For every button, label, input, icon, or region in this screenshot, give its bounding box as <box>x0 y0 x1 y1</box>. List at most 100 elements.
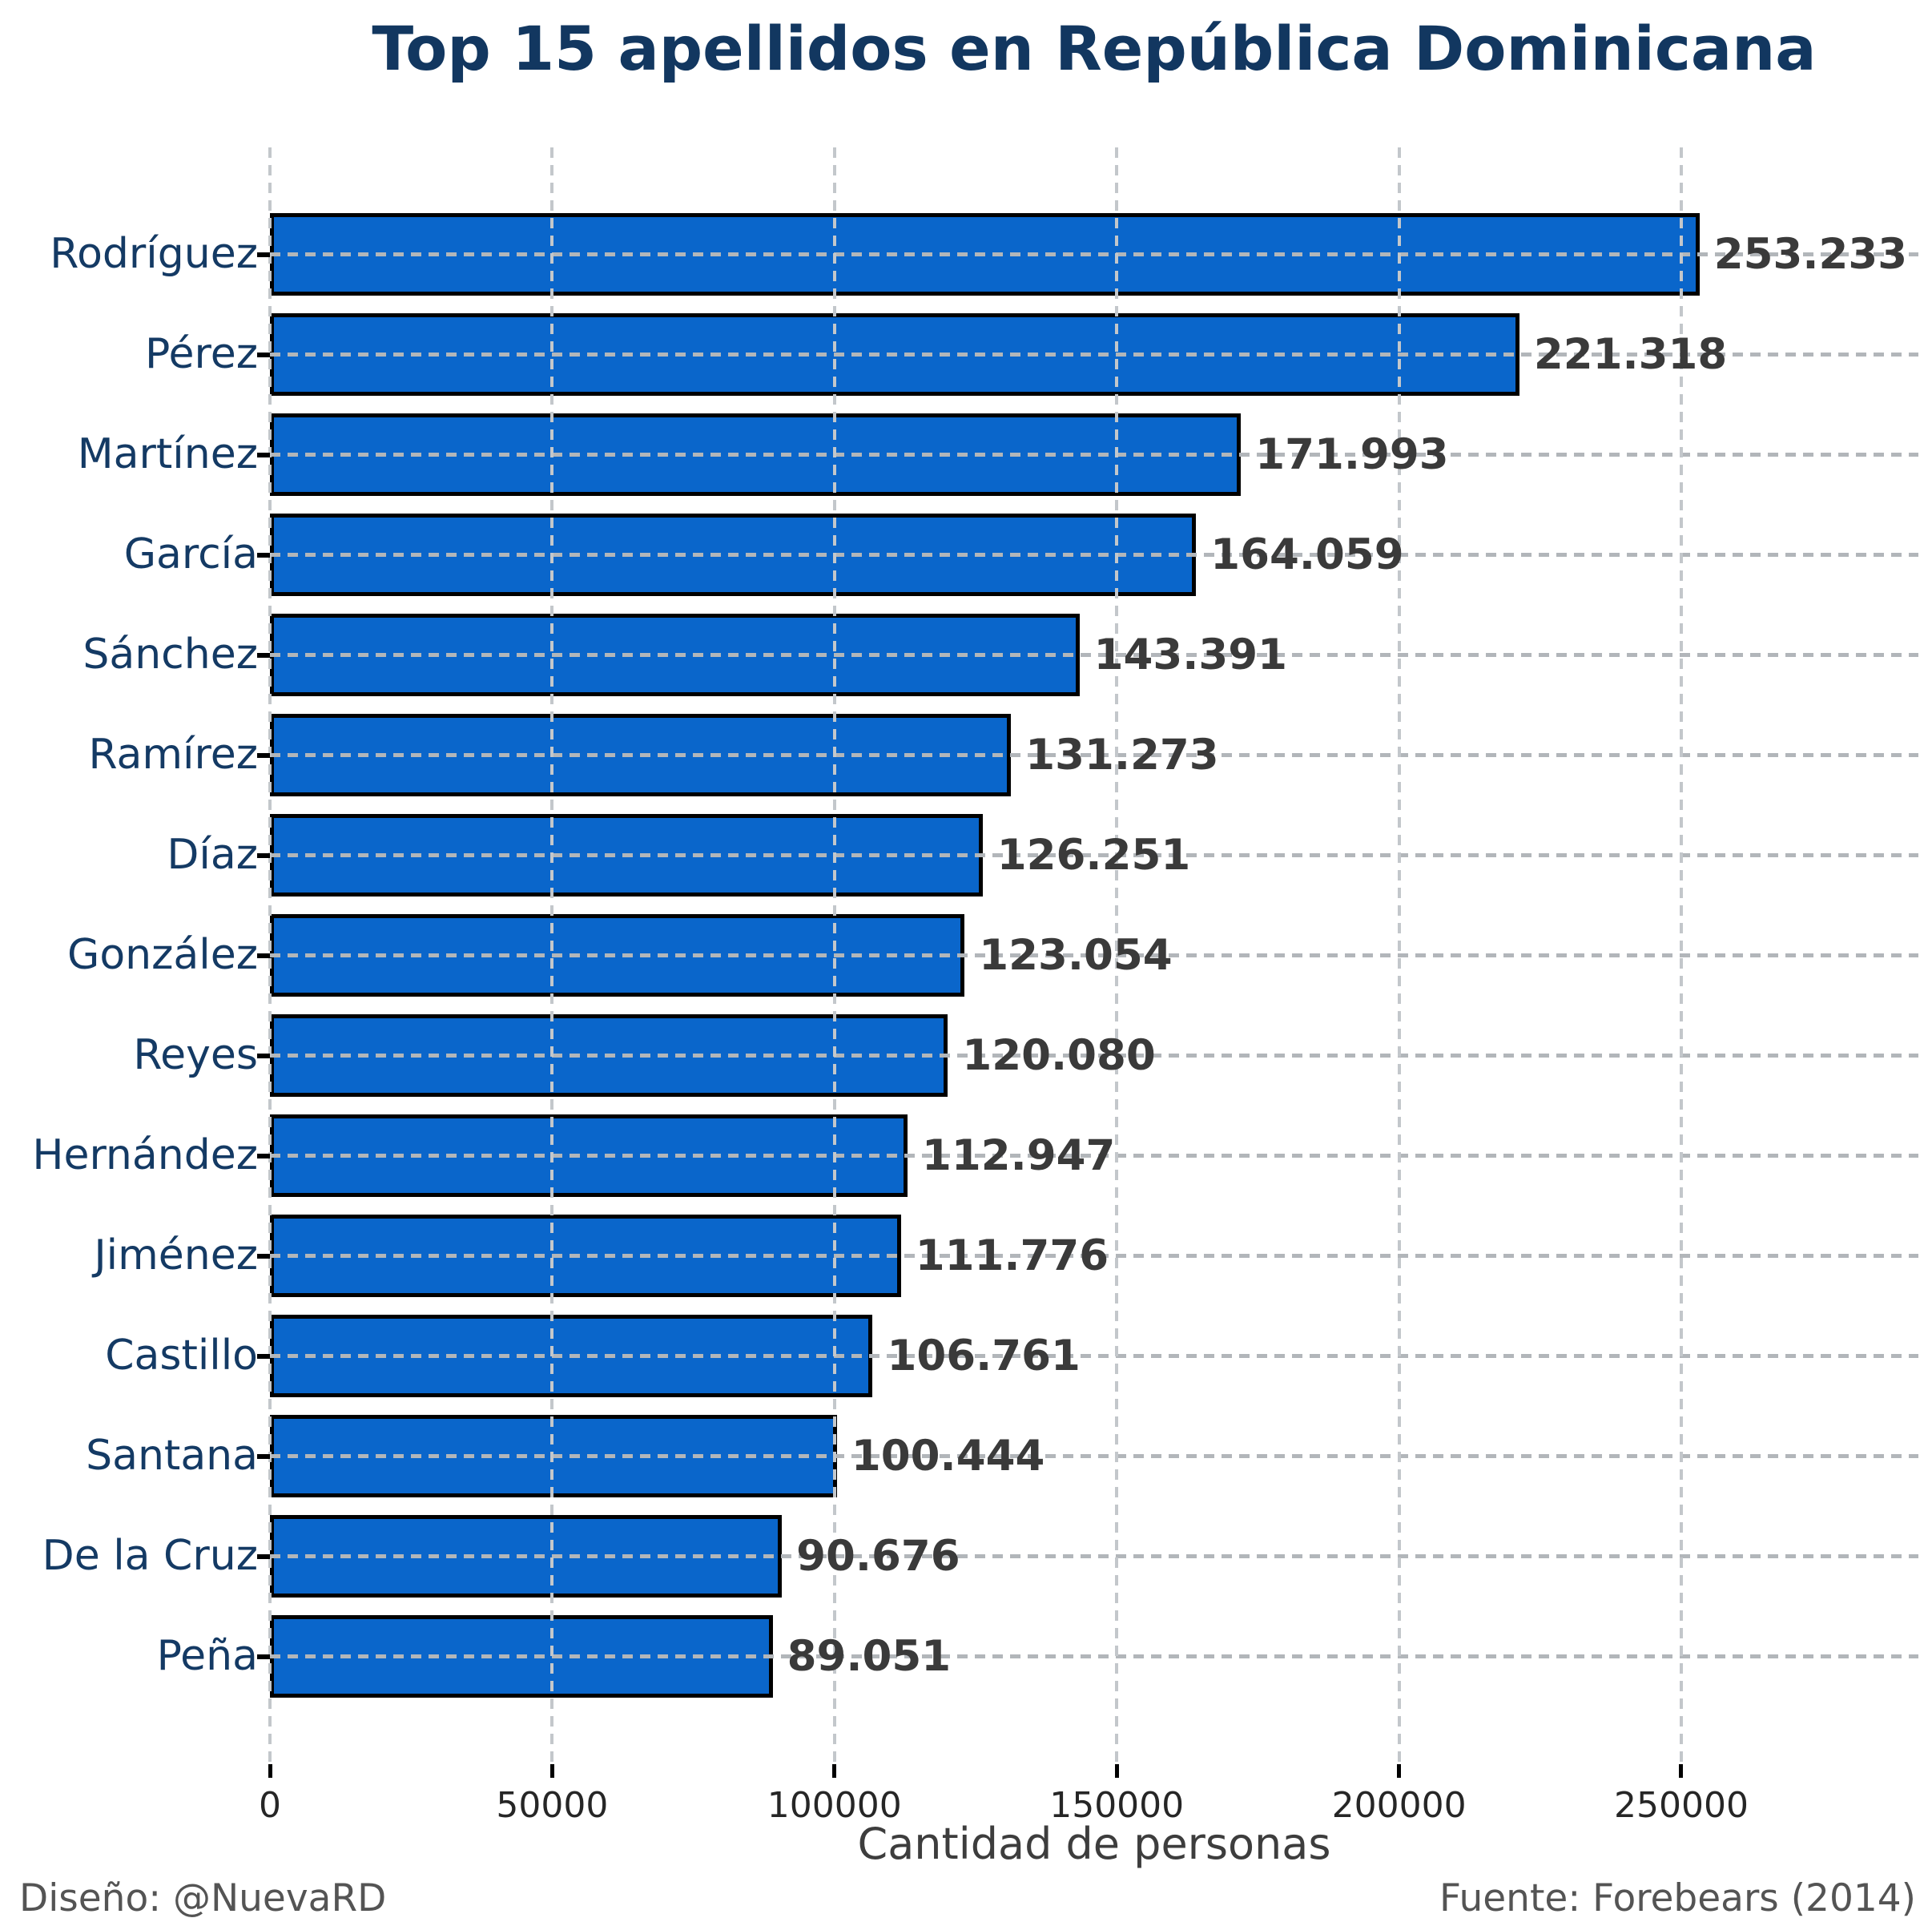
row-gridline <box>270 1154 1918 1158</box>
footer-designer: Diseño: @NuevaRD <box>19 1876 387 1920</box>
y-tick <box>257 953 270 958</box>
value-label: 143.391 <box>1093 631 1288 679</box>
category-label: Castillo <box>105 1332 258 1380</box>
value-label: 111.776 <box>915 1231 1109 1280</box>
bar-row: Santana 100.444 <box>86 1406 1918 1506</box>
x-tick <box>549 1764 554 1778</box>
row-gridline <box>270 252 1918 256</box>
x-tick-label: 100000 <box>767 1785 902 1826</box>
bar-row: Jiménez 111.776 <box>94 1206 1918 1306</box>
value-label: 100.444 <box>851 1432 1045 1481</box>
row-gridline <box>270 1254 1918 1258</box>
x-axis: 0 50000 100000 150000 200000 250000 <box>259 1764 1918 1860</box>
category-label: Ramírez <box>88 731 258 779</box>
bar-row: González 123.054 <box>67 905 1918 1005</box>
y-tick <box>257 1154 270 1158</box>
row-gridline <box>270 653 1918 657</box>
y-tick <box>257 1354 270 1359</box>
row-gridline <box>270 1554 1918 1558</box>
x-tick-label: 0 <box>259 1785 281 1826</box>
x-tick-label: 200000 <box>1331 1785 1467 1826</box>
category-label: Martínez <box>77 430 258 478</box>
bar-row: De la Cruz 90.676 <box>42 1506 1918 1606</box>
chart-title: Top 15 apellidos en República Dominicana <box>372 13 1817 84</box>
y-tick <box>257 453 270 457</box>
category-label: Hernández <box>32 1131 258 1179</box>
value-label: 164.059 <box>1210 530 1404 579</box>
row-gridline <box>270 953 1918 957</box>
y-tick <box>257 1554 270 1559</box>
category-label: Santana <box>86 1432 258 1480</box>
bar-row: García 164.059 <box>124 505 1918 605</box>
row-gridline <box>270 1454 1918 1458</box>
y-tick <box>257 252 270 257</box>
row-gridline <box>270 453 1918 457</box>
row-gridline <box>270 1054 1918 1058</box>
gridline-vertical <box>1397 147 1401 1764</box>
category-label: García <box>123 530 258 578</box>
bar-row: Ramírez 131.273 <box>89 705 1918 805</box>
footer-source: Fuente: Forebears (2014) <box>1439 1876 1916 1920</box>
category-label: Peña <box>156 1632 258 1680</box>
category-label: Jiménez <box>94 1231 258 1279</box>
bar-row: Peña 89.051 <box>157 1606 1918 1706</box>
plot-area: Rodríguez 253.233 Pérez 221.318 Martínez 171.… <box>32 147 1918 1764</box>
bar-row: Hernández 112.947 <box>32 1106 1918 1206</box>
value-label: 120.080 <box>962 1031 1156 1080</box>
bar-row: Pérez 221.318 <box>145 304 1918 405</box>
category-label: González <box>67 931 258 979</box>
y-tick <box>257 353 270 357</box>
gridline-vertical <box>550 147 554 1764</box>
y-tick <box>257 1054 270 1058</box>
x-tick-label: 50000 <box>496 1785 609 1826</box>
row-gridline <box>270 853 1918 857</box>
x-axis-label: Cantidad de personas <box>857 1819 1331 1869</box>
x-tick <box>1114 1764 1119 1778</box>
value-label: 90.676 <box>796 1532 960 1581</box>
bar-row: Sánchez 143.391 <box>83 605 1918 705</box>
value-label: 131.273 <box>1025 731 1219 780</box>
y-tick <box>257 753 270 758</box>
gridline-vertical <box>268 147 272 1764</box>
category-label: Sánchez <box>83 631 258 679</box>
row-gridline <box>270 753 1918 757</box>
bar-row: Castillo 106.761 <box>105 1306 1918 1406</box>
x-tick <box>1397 1764 1402 1778</box>
x-tick <box>832 1764 837 1778</box>
x-tick <box>1679 1764 1684 1778</box>
category-label: Reyes <box>133 1031 258 1079</box>
value-label: 171.993 <box>1255 430 1449 479</box>
gridline-vertical <box>1679 147 1683 1764</box>
value-label: 221.318 <box>1533 330 1728 379</box>
y-tick <box>257 553 270 558</box>
x-tick-label: 150000 <box>1049 1785 1185 1826</box>
bar-row: Díaz 126.251 <box>167 805 1918 905</box>
gridline-vertical <box>1115 147 1119 1764</box>
y-tick <box>257 1654 270 1659</box>
bar-row: Martínez 171.993 <box>78 405 1918 505</box>
x-tick <box>268 1764 272 1778</box>
y-tick <box>257 1454 270 1459</box>
value-label: 89.051 <box>787 1632 952 1681</box>
y-tick <box>257 1254 270 1259</box>
category-label: Díaz <box>167 831 258 879</box>
value-label: 106.761 <box>887 1332 1081 1380</box>
row-gridline <box>270 1354 1918 1358</box>
bar-row: Reyes 120.080 <box>133 1005 1918 1106</box>
value-label: 126.251 <box>996 831 1191 880</box>
bar-row: Rodríguez 253.233 <box>50 204 1918 304</box>
category-label: De la Cruz <box>42 1532 258 1580</box>
row-gridline <box>270 553 1918 557</box>
value-label: 123.054 <box>979 931 1173 980</box>
category-label: Pérez <box>144 330 258 378</box>
row-gridline <box>270 353 1918 357</box>
y-tick <box>257 653 270 658</box>
x-tick-label: 250000 <box>1614 1785 1749 1826</box>
row-gridline <box>270 1654 1918 1658</box>
value-label: 253.233 <box>1713 230 1908 279</box>
gridline-vertical <box>832 147 836 1764</box>
y-tick <box>257 853 270 858</box>
value-label: 112.947 <box>922 1131 1116 1180</box>
category-label: Rodríguez <box>50 230 258 278</box>
